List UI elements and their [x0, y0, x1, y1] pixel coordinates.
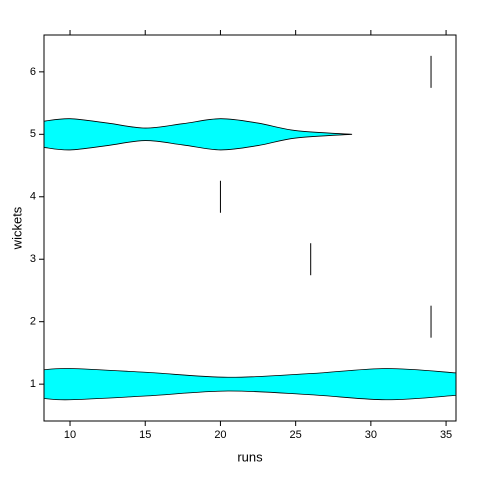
y-tick-label: 1: [30, 378, 36, 390]
x-tick-label: 35: [440, 429, 452, 441]
x-tick-label: 30: [365, 429, 377, 441]
y-tick-label: 6: [30, 66, 36, 78]
x-tick-label: 10: [64, 429, 76, 441]
x-tick-label: 20: [214, 429, 226, 441]
violin: [43, 118, 353, 151]
y-tick-label: 2: [30, 316, 36, 328]
x-axis-label: runs: [237, 449, 263, 464]
y-tick-label: 4: [30, 191, 36, 203]
panel-border: [43, 34, 457, 422]
x-tick-label: 25: [290, 429, 302, 441]
y-tick-label: 3: [30, 253, 36, 265]
x-tick-label: 15: [139, 429, 151, 441]
y-axis-label: wickets: [9, 206, 24, 250]
y-tick-label: 5: [30, 128, 36, 140]
